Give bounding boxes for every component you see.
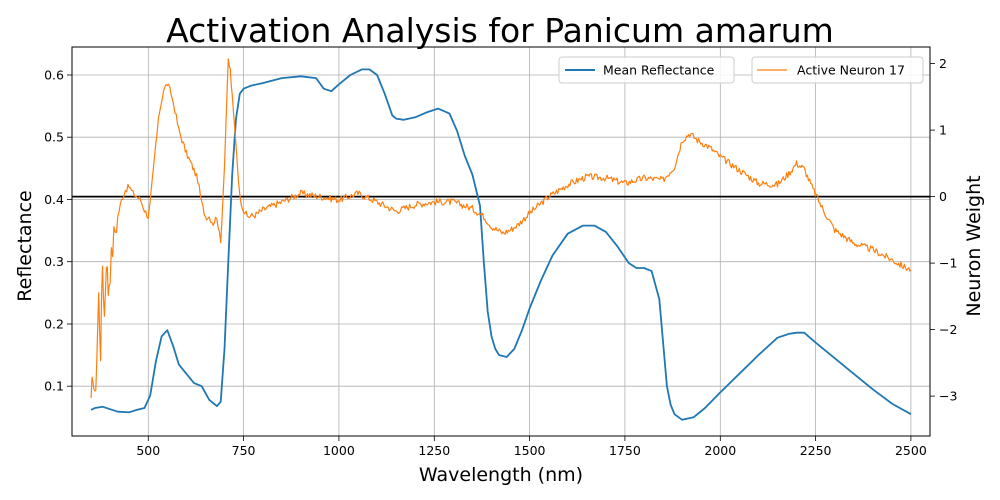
- grid: [72, 47, 930, 436]
- x-tick-label: 1500: [514, 443, 546, 458]
- y-tick-label: 0.2: [44, 317, 64, 332]
- y-tick-label: 0.1: [44, 379, 64, 394]
- y2-tick-label: −3: [939, 389, 957, 404]
- y2-tick-label: −2: [939, 322, 957, 337]
- y2-tick-label: 2: [939, 56, 947, 71]
- y2-ticks: −3 −2 −1 0 1 2: [930, 56, 957, 404]
- y-tick-label: 0.6: [44, 68, 64, 83]
- x-tick-label: 750: [232, 443, 256, 458]
- series-line-active-neuron-17: [90, 58, 912, 399]
- chart-title: Activation Analysis for Panicum amarum: [166, 11, 834, 50]
- y-axis-label: Reflectance: [14, 190, 36, 301]
- series-group: [90, 58, 912, 421]
- legend-mean-reflectance-label: Mean Reflectance: [603, 63, 715, 78]
- series-line-mean-reflectance: [90, 68, 912, 421]
- x-axis-label: Wavelength (nm): [419, 464, 583, 486]
- x-tick-label: 2250: [800, 443, 832, 458]
- legend-left-box: [558, 56, 735, 84]
- y2-tick-label: 1: [939, 123, 947, 138]
- x-tick-label: 2000: [704, 443, 736, 458]
- legend-right: Active Neuron 17: [751, 56, 924, 84]
- legend-left: Mean Reflectance: [558, 56, 735, 84]
- x-ticks: 500 750 1000 1250 1500 1750 2000 2250 2500: [136, 436, 927, 458]
- x-tick-label: 1250: [418, 443, 450, 458]
- y-ticks: 0.1 0.2 0.3 0.4 0.5 0.6: [44, 68, 72, 394]
- y2-tick-label: −1: [939, 256, 957, 271]
- legend-active-neuron-label: Active Neuron 17: [797, 63, 905, 78]
- y2-tick-label: 0: [939, 189, 947, 204]
- y-tick-label: 0.3: [44, 254, 64, 269]
- y2-axis-label: Neuron Weight: [963, 175, 985, 316]
- plot-frame: [71, 46, 931, 437]
- x-tick-label: 1750: [609, 443, 641, 458]
- x-tick-label: 1000: [323, 443, 355, 458]
- x-tick-label: 500: [136, 443, 160, 458]
- x-tick-label: 2500: [895, 443, 927, 458]
- y-tick-label: 0.4: [44, 192, 64, 207]
- legend-right-box: [751, 56, 924, 84]
- y-tick-label: 0.5: [44, 130, 64, 145]
